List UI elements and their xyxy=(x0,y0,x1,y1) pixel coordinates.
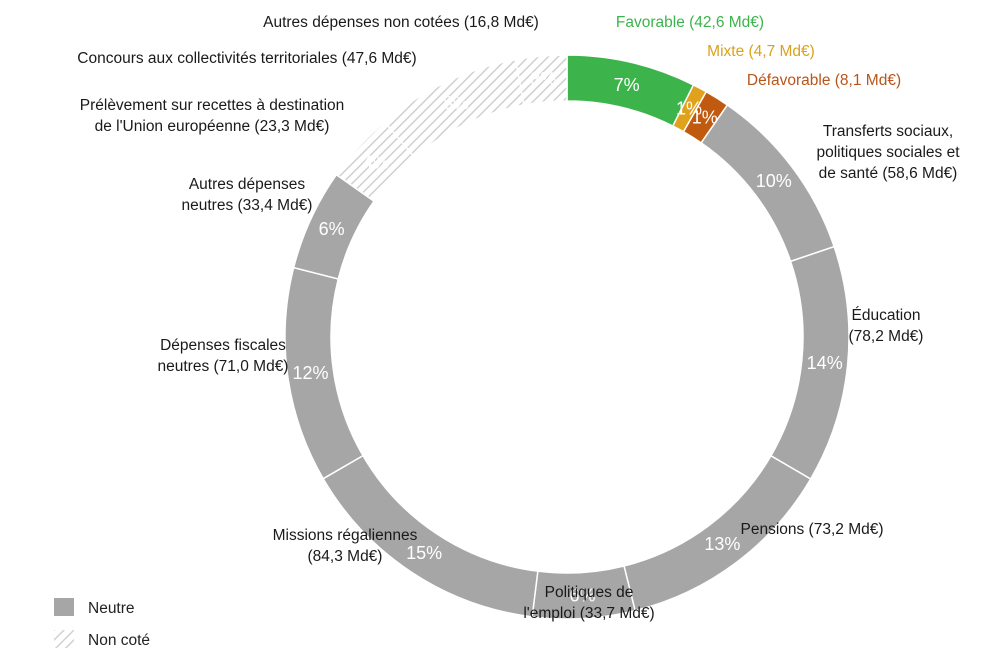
percent-label-2: 1% xyxy=(692,108,718,128)
legend-swatch-0 xyxy=(54,598,74,616)
percent-label-6: 6% xyxy=(570,586,596,606)
percent-label-0: 7% xyxy=(614,75,640,95)
percent-label-8: 12% xyxy=(292,363,328,383)
segment-12 xyxy=(514,54,568,106)
category-label-12: Autres dépenses non cotées (16,8 Md€) xyxy=(263,14,539,31)
category-label-1: Mixte (4,7 Md€) xyxy=(707,43,815,60)
legend-label-1: Non coté xyxy=(88,632,150,649)
category-label-2: Défavorable (8,1 Md€) xyxy=(747,72,901,89)
percent-label-9: 6% xyxy=(319,219,345,239)
percent-label-10: 4% xyxy=(363,152,389,172)
category-label-4: Éducation (78,2 Md€) xyxy=(849,307,924,345)
category-label-11: Concours aux collectivités territoriales… xyxy=(77,50,416,67)
percent-label-5: 13% xyxy=(704,534,740,554)
legend-label-0: Neutre xyxy=(88,600,135,617)
category-label-9: Autres dépenses neutres (33,4 Md€) xyxy=(182,176,313,214)
category-label-3: Transferts sociaux, politiques sociales e… xyxy=(816,123,960,182)
percent-label-1: 1% xyxy=(676,99,702,119)
category-label-7: Missions régaliennes (84,3 Md€) xyxy=(273,527,418,565)
percent-label-7: 15% xyxy=(406,543,442,563)
percent-label-11: 8% xyxy=(443,93,469,113)
category-label-6: Politiques de l'emploi (33,7 Md€) xyxy=(523,584,654,622)
category-labels: Favorable (42,6 Md€) Mixte (4,7 Md€) Défav… xyxy=(77,14,960,622)
percent-labels: 7% 1%1% 10% 14% 13% 6% 15% 12% 6% 4% 8% 3% xyxy=(292,69,842,605)
category-label-5: Pensions (73,2 Md€) xyxy=(740,521,883,538)
percent-label-3: 10% xyxy=(756,171,792,191)
donut-segments xyxy=(284,54,850,620)
percent-label-12: 3% xyxy=(530,69,556,89)
category-label-10: Prélèvement sur recettes à destination de… xyxy=(80,97,345,135)
category-label-8: Dépenses fiscales neutres (71,0 Md€) xyxy=(158,337,289,375)
category-label-0: Favorable (42,6 Md€) xyxy=(616,14,764,31)
legend: Neutre Non coté xyxy=(54,598,150,649)
legend-swatch-1 xyxy=(54,630,74,648)
percent-label-4: 14% xyxy=(807,353,843,373)
